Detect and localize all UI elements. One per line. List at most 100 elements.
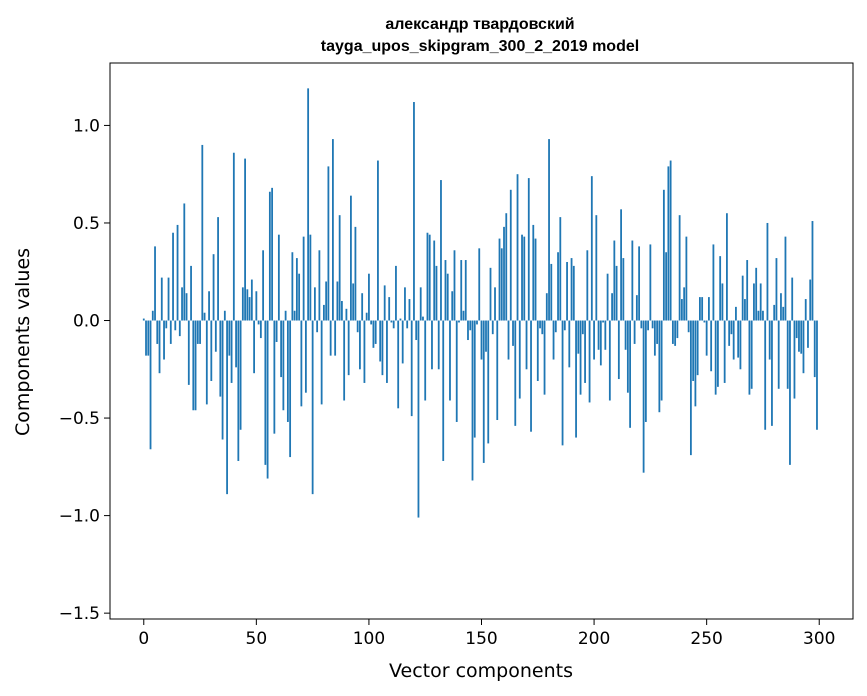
bar bbox=[500, 248, 503, 321]
bar bbox=[230, 320, 233, 383]
bar bbox=[347, 320, 350, 376]
bar bbox=[167, 277, 170, 321]
bar bbox=[741, 275, 744, 321]
bar bbox=[451, 291, 454, 321]
bar bbox=[298, 273, 301, 321]
bar bbox=[615, 265, 618, 321]
bar bbox=[185, 293, 188, 321]
bar bbox=[563, 320, 566, 331]
bar bbox=[739, 320, 742, 370]
bar bbox=[516, 174, 519, 321]
bar bbox=[575, 320, 577, 438]
bar bbox=[640, 320, 643, 329]
bar bbox=[471, 320, 474, 481]
bar bbox=[773, 304, 776, 321]
bar bbox=[795, 320, 798, 339]
bar bbox=[642, 320, 645, 473]
bar bbox=[755, 267, 758, 321]
bar bbox=[205, 320, 208, 405]
bar bbox=[467, 320, 469, 341]
bar bbox=[798, 320, 800, 352]
bar bbox=[617, 320, 620, 380]
bar bbox=[698, 297, 701, 321]
bar bbox=[444, 260, 447, 321]
bar bbox=[235, 320, 237, 368]
bar bbox=[190, 265, 192, 321]
bar bbox=[676, 320, 679, 339]
bar bbox=[712, 244, 715, 321]
bar bbox=[678, 215, 681, 321]
bar bbox=[545, 293, 548, 321]
bar bbox=[658, 320, 661, 413]
bar bbox=[705, 320, 708, 356]
bar bbox=[214, 320, 217, 352]
bar bbox=[777, 320, 780, 389]
bar bbox=[735, 306, 737, 321]
bar bbox=[757, 310, 760, 321]
bar bbox=[692, 320, 695, 381]
bar bbox=[163, 320, 165, 360]
bar bbox=[680, 299, 683, 321]
x-tick-label: 250 bbox=[690, 629, 722, 649]
bar bbox=[419, 287, 422, 321]
bar bbox=[174, 320, 177, 331]
bar bbox=[241, 287, 244, 321]
bar bbox=[413, 102, 415, 321]
bar bbox=[217, 217, 219, 321]
bar bbox=[800, 320, 803, 354]
bar bbox=[653, 320, 656, 356]
bar bbox=[649, 244, 652, 321]
bar bbox=[336, 281, 339, 321]
y-tick-label: −1.5 bbox=[59, 604, 100, 624]
bar bbox=[665, 252, 668, 321]
bar bbox=[530, 320, 532, 432]
bar bbox=[280, 320, 283, 378]
bars-group bbox=[142, 88, 818, 518]
bar bbox=[525, 320, 528, 370]
bar bbox=[536, 320, 539, 381]
bar bbox=[154, 246, 156, 321]
x-tick-label: 50 bbox=[246, 629, 268, 649]
bar bbox=[160, 277, 163, 321]
bar bbox=[602, 320, 604, 323]
bar bbox=[266, 320, 269, 479]
bar bbox=[523, 236, 526, 321]
bar bbox=[201, 144, 204, 321]
y-axis-label: Components values bbox=[12, 248, 34, 436]
bar bbox=[370, 320, 373, 325]
bar bbox=[372, 320, 375, 348]
bar bbox=[719, 256, 722, 321]
bar bbox=[426, 232, 429, 321]
bar bbox=[685, 236, 688, 321]
bar bbox=[577, 320, 580, 354]
bar bbox=[491, 320, 494, 335]
bar bbox=[534, 238, 537, 321]
bar bbox=[199, 320, 201, 344]
bar bbox=[320, 320, 323, 405]
bar bbox=[581, 320, 584, 335]
bar bbox=[435, 265, 438, 321]
bar bbox=[604, 320, 607, 350]
bar bbox=[187, 320, 190, 385]
bar bbox=[455, 320, 458, 422]
bar bbox=[422, 316, 424, 321]
x-tick-label: 200 bbox=[578, 629, 610, 649]
bar bbox=[566, 261, 568, 321]
chart-title-line-2: tayga_upos_skipgram_300_2_2019 model bbox=[321, 38, 639, 55]
bar bbox=[804, 299, 807, 321]
bar bbox=[277, 234, 280, 321]
bar bbox=[331, 139, 334, 321]
bar bbox=[246, 289, 249, 321]
bar bbox=[386, 320, 388, 383]
bar bbox=[593, 320, 595, 360]
bar bbox=[271, 187, 274, 321]
bar bbox=[329, 320, 332, 356]
bar bbox=[286, 320, 289, 422]
bar bbox=[464, 260, 467, 321]
bar bbox=[683, 287, 686, 321]
bar bbox=[239, 320, 242, 430]
bar bbox=[300, 320, 303, 407]
bar bbox=[766, 222, 769, 321]
bar bbox=[228, 320, 231, 356]
